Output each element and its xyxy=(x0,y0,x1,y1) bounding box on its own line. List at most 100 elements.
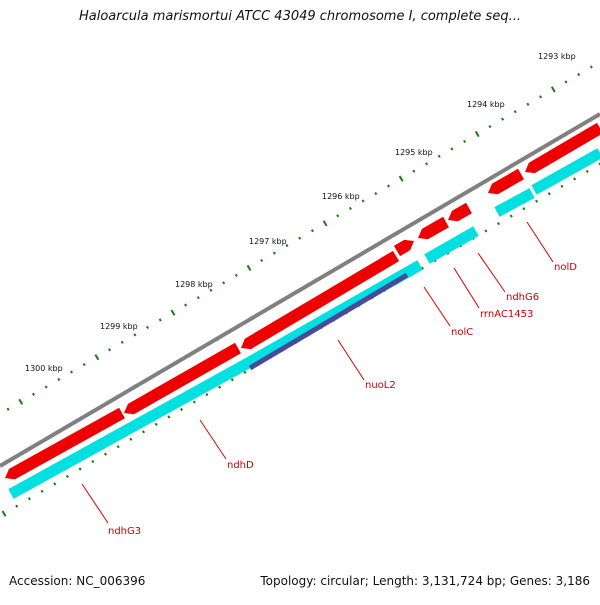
gene-bar-reverse xyxy=(424,226,479,264)
gene-label: ndhG6 xyxy=(506,292,539,303)
minor-tick-mark xyxy=(6,407,10,411)
minor-tick-mark xyxy=(234,273,238,277)
minor-tick-mark xyxy=(285,244,289,248)
minor-tick-mark xyxy=(116,445,120,449)
tick-label: 1293 kbp xyxy=(538,52,576,61)
minor-tick-mark xyxy=(158,318,162,322)
major-tick-mark xyxy=(246,264,252,272)
gene-label-leader xyxy=(477,252,506,293)
minor-tick-mark xyxy=(437,154,441,158)
gene-label: nuoL2 xyxy=(365,380,396,391)
minor-tick-mark xyxy=(348,206,352,210)
map-title: Haloarcula marismortui ATCC 43049 chromo… xyxy=(79,9,521,24)
major-tick-mark xyxy=(398,175,404,182)
minor-tick-mark xyxy=(577,72,581,77)
gene-arrow-forward xyxy=(488,168,524,195)
gene-label: nolC xyxy=(451,327,473,338)
minor-tick-mark xyxy=(57,377,61,382)
minor-tick-mark xyxy=(91,459,95,464)
minor-tick-mark xyxy=(547,192,551,196)
minor-tick-mark xyxy=(463,139,467,144)
minor-tick-mark xyxy=(484,229,488,233)
minor-tick-mark xyxy=(154,422,158,426)
minor-tick-mark xyxy=(298,236,302,240)
minor-tick-mark xyxy=(589,65,593,69)
sequence-summary-text: Topology: circular; Length: 3,131,724 bp… xyxy=(260,574,590,588)
minor-tick-mark xyxy=(27,497,31,501)
minor-tick-mark xyxy=(146,325,150,330)
gene-label-leader xyxy=(526,221,554,263)
label-layer: nolD ndhG6 rrnAC1453 nolC nuoL2 ndhD ndhG3 xyxy=(81,221,577,537)
minor-tick-mark xyxy=(361,199,365,203)
gene-arrow-forward xyxy=(448,202,472,222)
major-tick-mark xyxy=(550,86,556,93)
minor-tick-mark xyxy=(412,169,416,173)
minor-tick-mark xyxy=(497,221,501,226)
minor-tick-mark xyxy=(310,229,314,233)
minor-tick-mark xyxy=(272,251,276,255)
gene-bar-highlighted xyxy=(248,272,409,371)
gene-arrow-forward xyxy=(124,342,241,415)
minor-tick-mark xyxy=(142,430,146,434)
major-tick-mark xyxy=(18,398,24,405)
gene-arrow-forward xyxy=(393,239,414,257)
tick-label: 1298 kbp xyxy=(175,280,213,289)
minor-tick-mark xyxy=(184,303,188,307)
tick-label: 1300 kbp xyxy=(25,364,63,373)
minor-tick-mark xyxy=(65,474,69,479)
minor-tick-mark xyxy=(450,147,454,151)
gene-bar-reverse xyxy=(494,188,535,217)
gene-bar-reverse xyxy=(531,148,600,195)
minor-tick-mark xyxy=(180,407,184,412)
minor-tick-mark xyxy=(53,482,57,486)
minor-tick-mark xyxy=(509,214,513,218)
gene-bar-reverse xyxy=(245,260,423,368)
minor-tick-mark xyxy=(374,191,378,196)
major-tick-mark xyxy=(474,130,480,138)
minor-tick-mark xyxy=(386,184,390,188)
gene-arrow-forward xyxy=(241,250,400,350)
minor-tick-mark xyxy=(425,162,429,166)
major-tick-mark xyxy=(1,510,7,517)
gene-label: nolD xyxy=(554,262,577,273)
minor-tick-mark xyxy=(70,370,73,374)
minor-tick-mark xyxy=(222,281,226,285)
gene-arrow-forward xyxy=(418,216,449,240)
minor-tick-mark xyxy=(103,452,107,456)
minor-tick-mark xyxy=(78,467,82,471)
feature-layer xyxy=(5,122,600,499)
minor-tick-mark xyxy=(31,392,35,396)
gene-label: rrnAC1453 xyxy=(480,309,533,320)
minor-tick-mark xyxy=(336,214,340,218)
gene-arrow-forward xyxy=(525,122,600,174)
gene-bar-reverse xyxy=(8,358,251,499)
major-tick-mark xyxy=(94,354,100,361)
tick-label: 1294 kbp xyxy=(467,100,505,109)
chromosome-backbone xyxy=(0,112,600,468)
major-tick-mark xyxy=(170,309,176,316)
gene-label-leader xyxy=(81,483,109,524)
tick-label: 1297 kbp xyxy=(249,237,287,246)
minor-tick-mark xyxy=(573,177,577,181)
minor-tick-mark xyxy=(192,400,196,404)
tick-label: 1295 kbp xyxy=(395,148,433,157)
minor-tick-mark xyxy=(526,102,530,106)
minor-tick-mark xyxy=(230,378,234,382)
minor-tick-mark xyxy=(539,95,543,99)
minor-tick-mark xyxy=(564,80,568,84)
gene-label-leader xyxy=(423,286,451,327)
minor-tick-mark xyxy=(535,199,539,203)
tick-label: 1296 kbp xyxy=(322,192,360,201)
accession-text: Accession: NC_006396 xyxy=(9,574,146,588)
gene-label: ndhD xyxy=(227,460,254,471)
minor-tick-mark xyxy=(501,117,505,121)
minor-tick-mark xyxy=(167,415,171,419)
minor-tick-mark xyxy=(218,385,222,389)
minor-tick-mark xyxy=(44,385,48,389)
gene-label-leader xyxy=(337,339,365,381)
minor-tick-mark xyxy=(120,340,124,344)
minor-tick-mark xyxy=(522,207,526,211)
minor-tick-mark xyxy=(209,288,213,292)
